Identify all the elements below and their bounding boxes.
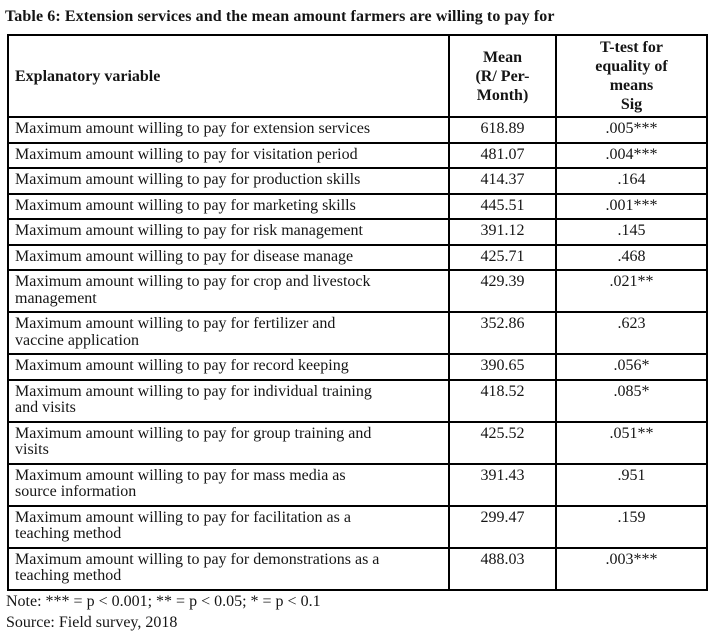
- cell-variable: Maximum amount willing to pay for record…: [7, 353, 450, 381]
- table-row: Maximum amount willing to pay for visita…: [7, 141, 708, 169]
- cell-mean: 481.07: [448, 141, 557, 169]
- source-note: Source: Field survey, 2018: [6, 613, 178, 631]
- cell-sig: .468: [555, 243, 708, 271]
- cell-sig: .005***: [555, 116, 708, 144]
- header-explanatory-variable: Explanatory variable: [7, 34, 450, 118]
- cell-variable: Maximum amount willing to pay for mass m…: [7, 462, 450, 507]
- cell-variable: Maximum amount willing to pay for facili…: [7, 504, 450, 549]
- cell-mean: 425.71: [448, 243, 557, 271]
- table-row: Maximum amount willing to pay for extens…: [7, 116, 708, 144]
- cell-mean: 391.12: [448, 218, 557, 246]
- table-row: Maximum amount willing to pay for mass m…: [7, 462, 708, 507]
- table-row: Maximum amount willing to pay for risk m…: [7, 218, 708, 246]
- table-row: Maximum amount willing to pay for record…: [7, 353, 708, 381]
- cell-mean: 445.51: [448, 192, 557, 220]
- table-row: Maximum amount willing to pay for indivi…: [7, 378, 708, 423]
- table-title: Table 6: Extension services and the mean…: [5, 8, 555, 25]
- cell-variable: Maximum amount willing to pay for group …: [7, 420, 450, 465]
- header-mean: Mean (R/ Per- Month): [448, 34, 557, 118]
- table-row: Maximum amount willing to pay for facili…: [7, 504, 708, 549]
- cell-variable: Maximum amount willing to pay for market…: [7, 192, 450, 220]
- cell-variable: Maximum amount willing to pay for demons…: [7, 546, 450, 591]
- cell-mean: 429.39: [448, 269, 557, 313]
- cell-mean: 618.89: [448, 116, 557, 144]
- cell-sig: .021**: [555, 269, 708, 313]
- table-row: Maximum amount willing to pay for fertil…: [7, 311, 708, 355]
- cell-variable: Maximum amount willing to pay for produc…: [7, 167, 450, 195]
- cell-mean: 425.52: [448, 420, 557, 465]
- table-row: Maximum amount willing to pay for market…: [7, 192, 708, 220]
- cell-variable: Maximum amount willing to pay for risk m…: [7, 218, 450, 246]
- cell-sig: .056*: [555, 353, 708, 381]
- cell-mean: 414.37: [448, 167, 557, 195]
- cell-sig: .085*: [555, 378, 708, 423]
- cell-variable: Maximum amount willing to pay for diseas…: [7, 243, 450, 271]
- cell-mean: 390.65: [448, 353, 557, 381]
- cell-sig: .951: [555, 462, 708, 507]
- table-row: Maximum amount willing to pay for diseas…: [7, 243, 708, 271]
- cell-sig: .004***: [555, 141, 708, 169]
- table-row: Maximum amount willing to pay for produc…: [7, 167, 708, 195]
- cell-sig: .159: [555, 504, 708, 549]
- extension-services-table: Explanatory variable Mean (R/ Per- Month…: [7, 34, 708, 591]
- cell-mean: 391.43: [448, 462, 557, 507]
- cell-variable: Maximum amount willing to pay for crop a…: [7, 269, 450, 313]
- table-row: Maximum amount willing to pay for demons…: [7, 546, 708, 591]
- cell-sig: .623: [555, 311, 708, 355]
- cell-sig: .145: [555, 218, 708, 246]
- cell-variable: Maximum amount willing to pay for visita…: [7, 141, 450, 169]
- cell-mean: 299.47: [448, 504, 557, 549]
- page: Table 6: Extension services and the mean…: [5, 8, 708, 631]
- significance-note: Note: *** = p < 0.001; ** = p < 0.05; * …: [6, 592, 321, 610]
- table-header-row: Explanatory variable Mean (R/ Per- Month…: [7, 34, 708, 118]
- cell-mean: 352.86: [448, 311, 557, 355]
- cell-variable: Maximum amount willing to pay for fertil…: [7, 311, 450, 355]
- cell-sig: .003***: [555, 546, 708, 591]
- table-row: Maximum amount willing to pay for crop a…: [7, 269, 708, 313]
- cell-variable: Maximum amount willing to pay for indivi…: [7, 378, 450, 423]
- cell-sig: .164: [555, 167, 708, 195]
- cell-sig: .051**: [555, 420, 708, 465]
- table-row: Maximum amount willing to pay for group …: [7, 420, 708, 465]
- cell-mean: 418.52: [448, 378, 557, 423]
- cell-sig: .001***: [555, 192, 708, 220]
- cell-mean: 488.03: [448, 546, 557, 591]
- header-ttest-sig: T-test for equality of means Sig: [555, 34, 708, 118]
- cell-variable: Maximum amount willing to pay for extens…: [7, 116, 450, 144]
